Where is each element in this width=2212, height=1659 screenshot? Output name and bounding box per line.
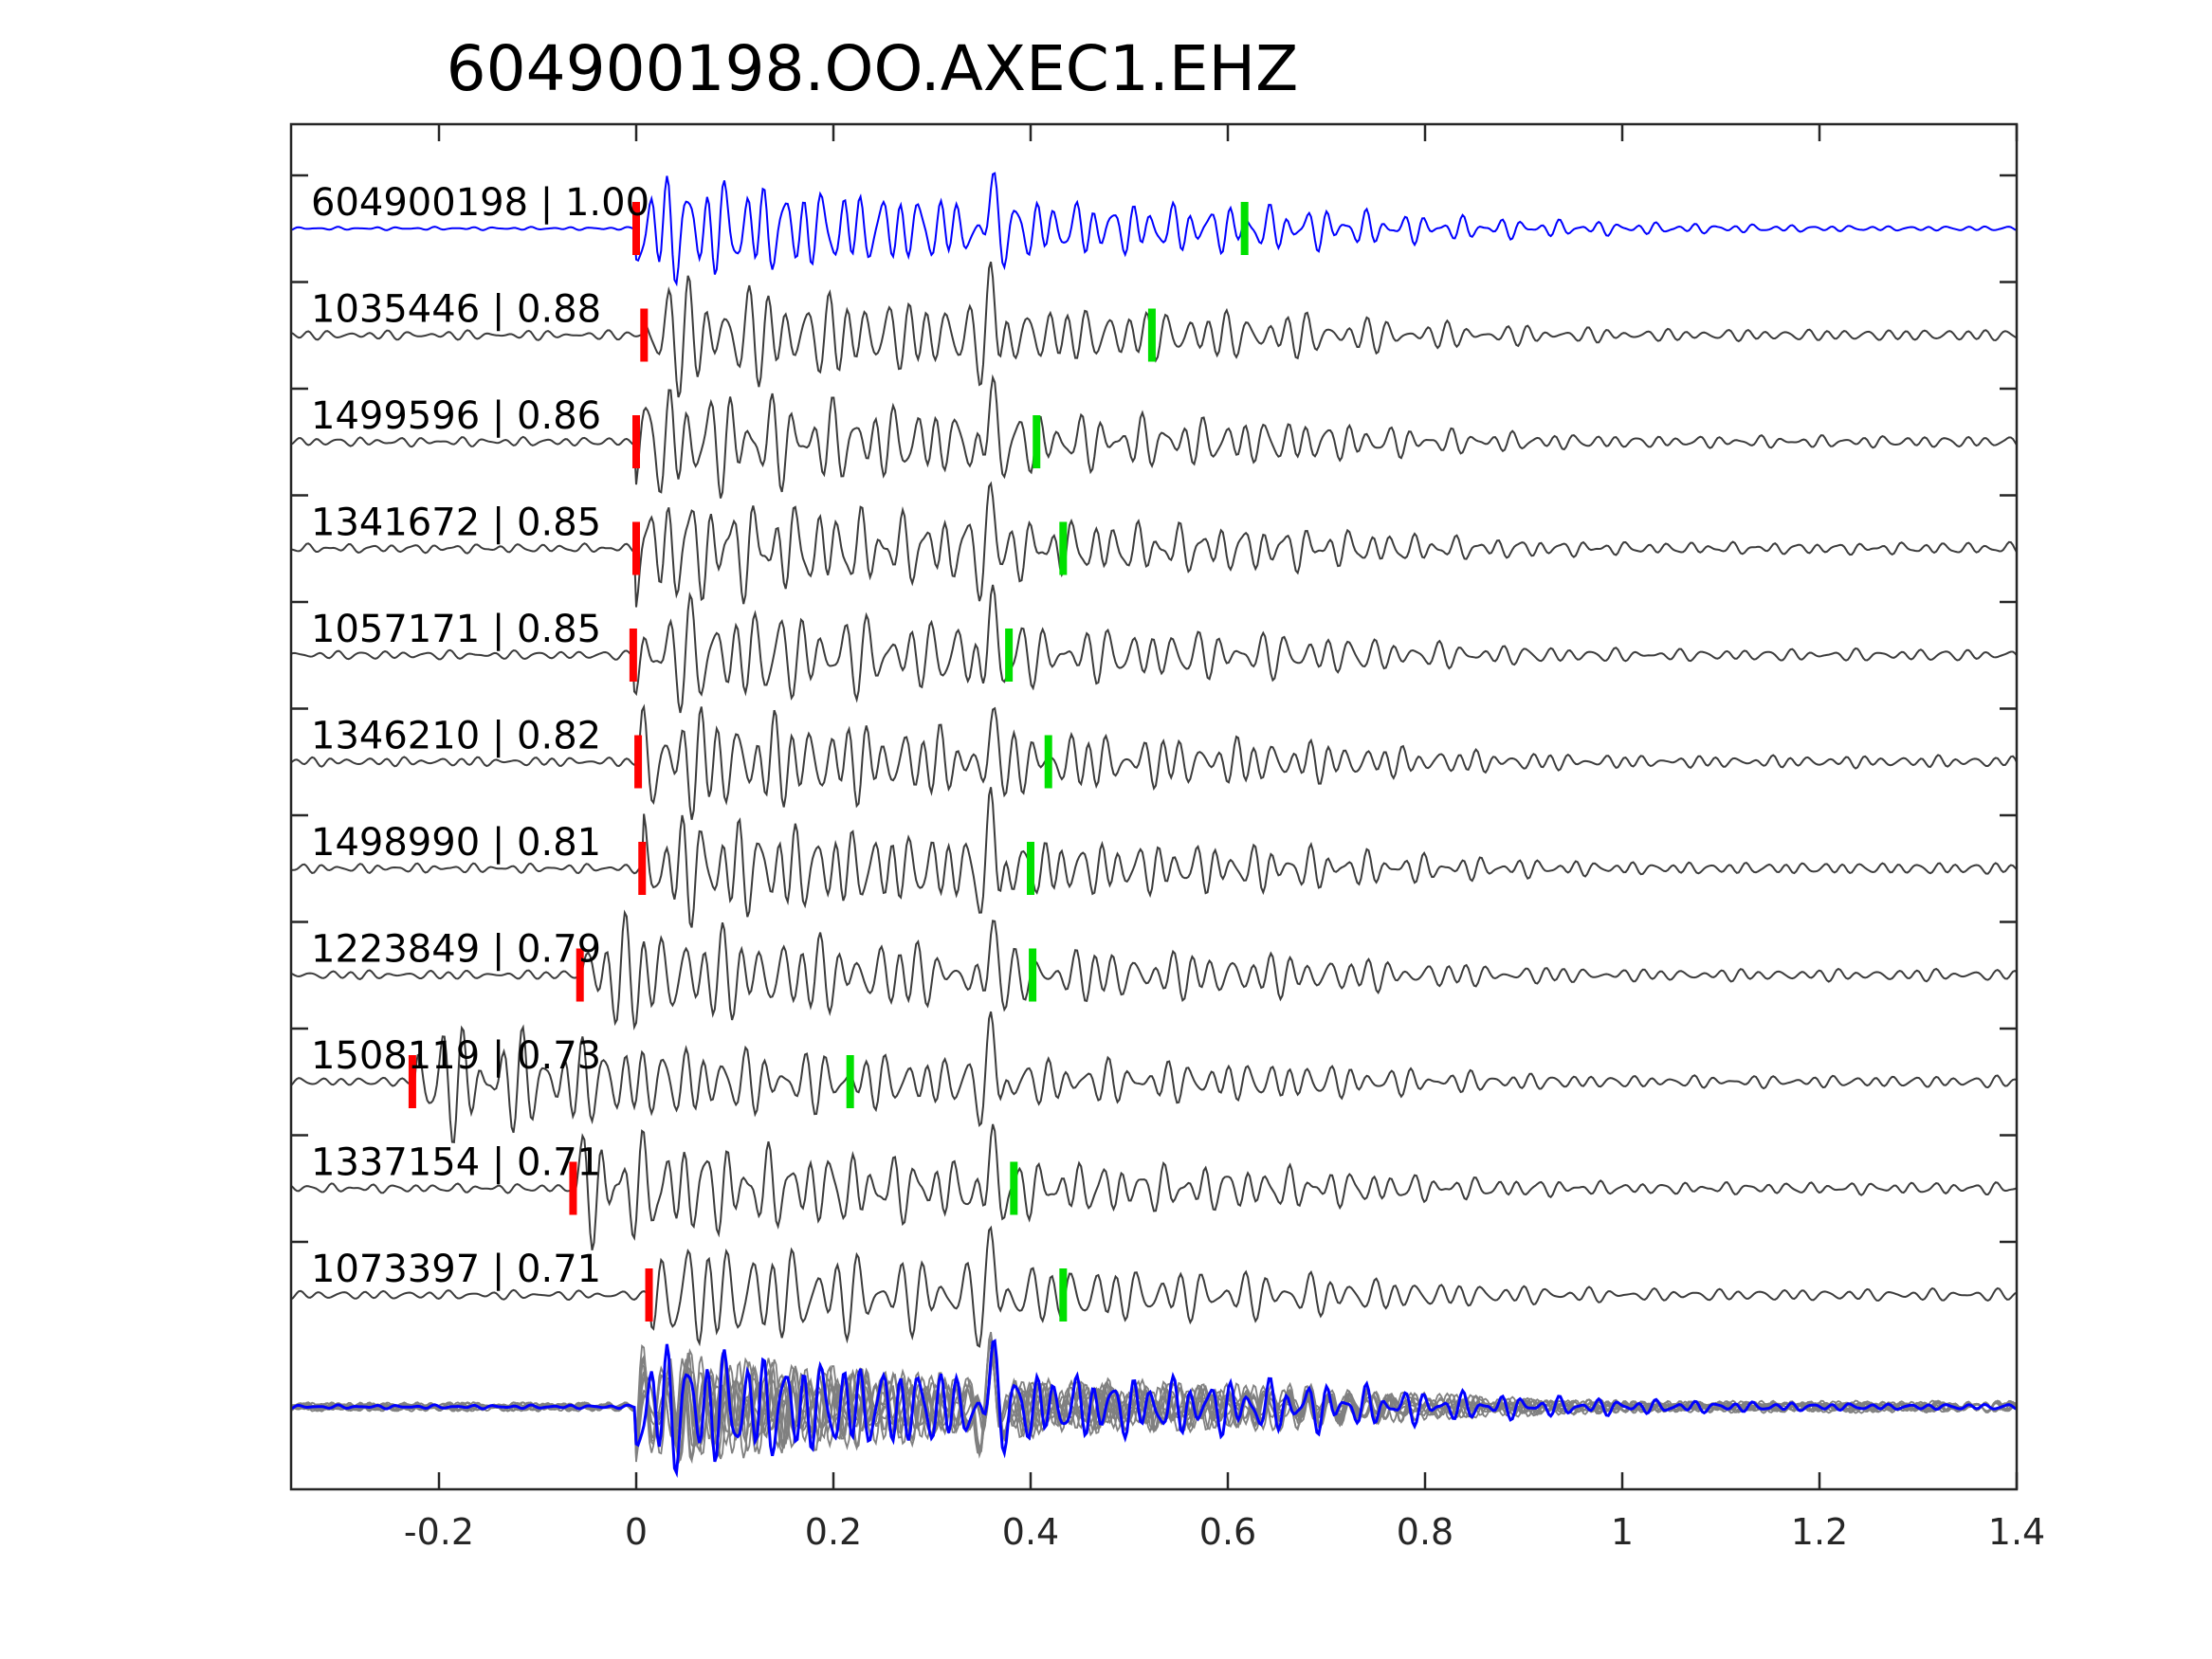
trace-line — [290, 1123, 2018, 1251]
stack-trace-line — [290, 1331, 2018, 1465]
trace-label: 1341672 | 0.85 — [311, 501, 601, 545]
x-tick-label: -0.2 — [404, 1511, 474, 1553]
trace-line — [290, 1225, 2018, 1348]
trace-label: 1057171 | 0.85 — [311, 608, 601, 651]
stack-trace-line — [290, 1344, 2018, 1459]
trace-line — [290, 703, 2018, 820]
x-tick-label: 0.4 — [1002, 1511, 1059, 1553]
x-tick-label: 0 — [625, 1511, 648, 1553]
x-tick-label: 1.2 — [1791, 1511, 1848, 1553]
stack-master-line — [290, 1339, 2018, 1479]
x-tick-label: 0.2 — [805, 1511, 862, 1553]
trace-label: 1337154 | 0.71 — [311, 1141, 601, 1185]
traces-layer — [290, 172, 2018, 1479]
trace-label: 1223849 | 0.79 — [311, 928, 601, 972]
trace-label: 1073397 | 0.71 — [311, 1248, 601, 1291]
trace-label: 1499596 | 0.86 — [311, 394, 601, 438]
trace-label: 1508119 | 0.73 — [311, 1034, 601, 1078]
trace-label: 1498990 | 0.81 — [311, 821, 601, 865]
stack-trace-line — [290, 1342, 2018, 1455]
trace-label: 604900198 | 1.00 — [311, 181, 649, 225]
trace-line — [290, 172, 2018, 287]
trace-label: 1035446 | 0.88 — [311, 288, 601, 332]
axes-box — [289, 122, 2019, 1491]
trace-label: 1346210 | 0.82 — [311, 715, 601, 758]
trace-line — [290, 374, 2018, 499]
trace-line — [290, 584, 2018, 714]
x-tick-label: 1 — [1611, 1511, 1634, 1553]
trace-labels-layer: 604900198 | 1.00 1035446 | 0.88 1499596 | … — [311, 181, 649, 1291]
trace-line — [290, 481, 2018, 608]
chart-title: 604900198.OO.AXEC1.EHZ — [447, 32, 1299, 105]
picks-layer — [408, 202, 1249, 1322]
stack-trace-line — [290, 1336, 2018, 1456]
x-tick-label: 0.6 — [1199, 1511, 1256, 1553]
x-axis-ticks: -0.2 0 0.2 0.4 0.6 0.8 1 1.2 1.4 — [291, 124, 2045, 1553]
trace-line — [290, 1011, 2018, 1144]
trace-line — [291, 787, 2018, 928]
x-tick-label: 0.8 — [1397, 1511, 1453, 1553]
x-tick-label: 1.4 — [1988, 1511, 2045, 1553]
